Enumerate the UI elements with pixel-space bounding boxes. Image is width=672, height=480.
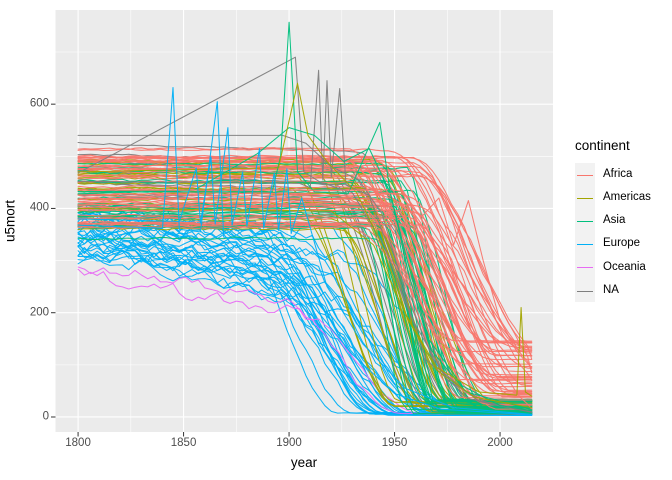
series-africa [77, 154, 533, 397]
series-africa [77, 147, 533, 399]
series-africa [77, 185, 533, 343]
legend-key-line-icon [577, 174, 593, 176]
legend-key-swatch [575, 186, 595, 210]
x-tick-label: 2000 [487, 437, 513, 449]
series-africa [77, 201, 533, 388]
series-africa [77, 221, 533, 392]
series-africa [77, 217, 533, 349]
series-europe [77, 224, 533, 416]
series-africa [77, 169, 533, 351]
legend-key-swatch [575, 232, 595, 256]
legend-key-line-icon [577, 267, 593, 269]
y-tick-label: 400 [29, 201, 49, 214]
legend-label: NA [603, 283, 619, 296]
series-africa [77, 203, 533, 373]
legend-label: Asia [603, 214, 626, 227]
legend-key-swatch [575, 255, 595, 279]
series-feature-africa-humps [77, 189, 533, 369]
series-africa [77, 164, 533, 347]
legend-title: continent [575, 138, 630, 153]
series-asia [77, 178, 533, 401]
legend-entry-asia: Asia [575, 209, 651, 233]
legend-key-line-icon [577, 290, 593, 292]
x-tick-label: 1850 [170, 437, 197, 449]
series-africa [77, 203, 533, 357]
legend-entry-europe: Europe [575, 232, 651, 256]
legend-key-line-icon [577, 220, 593, 222]
legend-entry-africa: Africa [575, 163, 651, 187]
x-tick-label: 1950 [381, 437, 408, 449]
legend-key-line-icon [577, 197, 593, 199]
series-africa [77, 166, 533, 378]
series-feature-na-war-spikes [77, 69, 533, 412]
series-africa [77, 197, 533, 406]
series-feature-asia-rise-curve [77, 127, 533, 411]
series-feature-europe-spike-cluster [77, 127, 533, 415]
legend-key-swatch [575, 209, 595, 233]
x-tick-label: 1900 [276, 437, 302, 449]
legend-key-line-icon [577, 244, 593, 246]
series-africa [77, 216, 533, 398]
series-africa [77, 148, 533, 349]
legend-entry-oceania: Oceania [575, 255, 651, 279]
series-africa [77, 194, 533, 351]
y-axis-title: u5mort [2, 199, 18, 243]
legend-keys: Africa Americas Asia Europe Oceania NA [575, 163, 651, 303]
y-tick-label: 200 [29, 305, 49, 318]
series-feature-americas-rise-spike [77, 82, 533, 409]
series-africa [77, 159, 533, 385]
series-feature-americas-late-spike [77, 207, 533, 397]
x-tick-label: 1800 [65, 437, 91, 449]
series-feature-europe-tall-spikes [77, 86, 533, 416]
series-africa [77, 191, 533, 393]
series-africa [77, 205, 533, 396]
legend-entry-americas: Americas [575, 186, 651, 210]
series-africa [77, 196, 533, 391]
legend-key-swatch [575, 278, 595, 303]
y-tick-label: 0 [42, 410, 49, 423]
legend-label: Europe [603, 237, 641, 250]
series-africa [77, 224, 533, 368]
x-axis-title: year [290, 455, 318, 470]
legend-label: Oceania [603, 260, 646, 273]
series-africa [77, 222, 533, 379]
legend-label: Americas [603, 191, 651, 204]
y-tick-label: 600 [29, 97, 49, 110]
legend-label: Africa [603, 167, 633, 180]
legend-key-swatch [575, 163, 595, 187]
legend-entry-na: NA [575, 278, 651, 303]
legend: continent Africa Americas Asia Europe Oceani… [575, 138, 651, 303]
series-africa [77, 173, 533, 374]
series-africa [77, 156, 533, 373]
series-layer [77, 21, 533, 417]
series-feature-na-flat-540 [77, 134, 533, 413]
